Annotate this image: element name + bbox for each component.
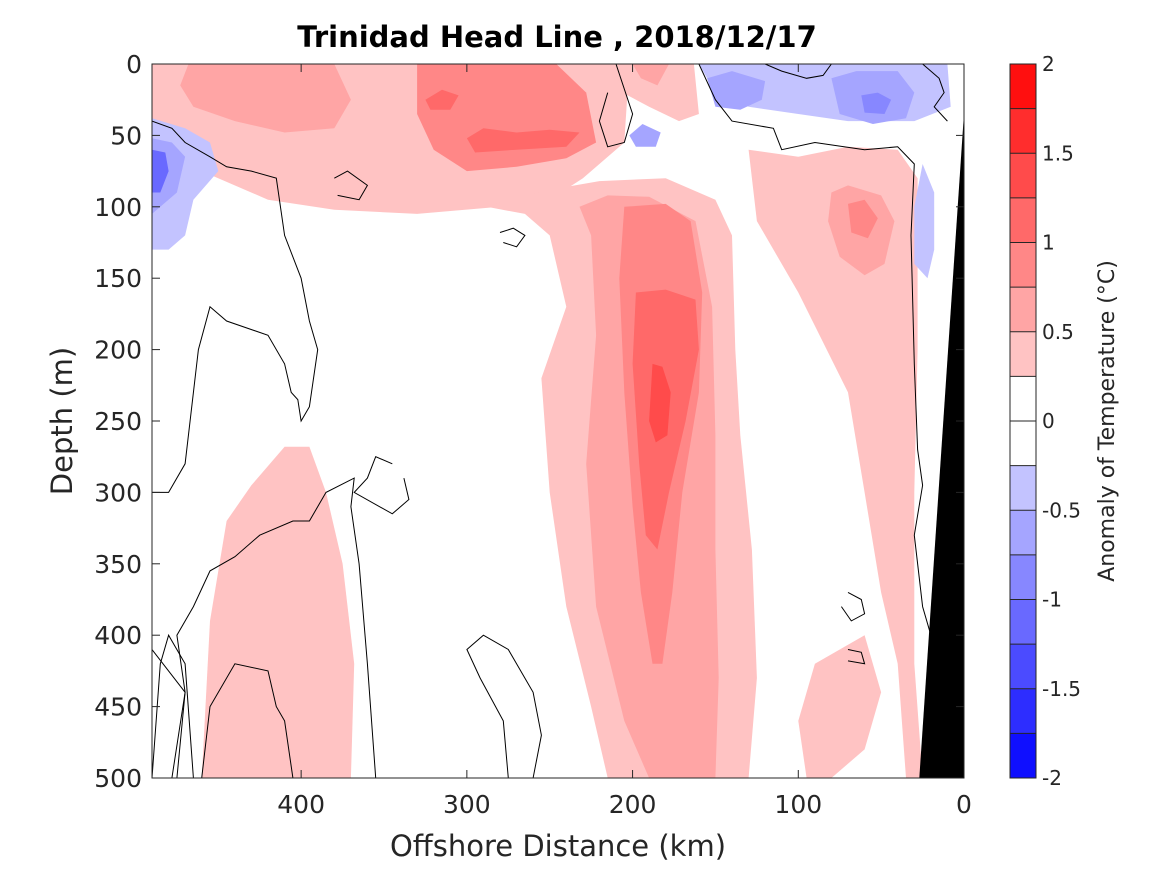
zero-contours bbox=[152, 64, 948, 778]
x-tick-label: 0 bbox=[956, 790, 972, 819]
zero-contour-8 bbox=[499, 227, 526, 248]
y-tick-label: 100 bbox=[94, 193, 142, 222]
colorbar-swatch bbox=[1010, 331, 1036, 377]
x-axis-label: Offshore Distance (km) bbox=[390, 829, 726, 863]
colorbar-swatch bbox=[1010, 733, 1036, 778]
x-tick-label: 300 bbox=[443, 790, 491, 819]
anomaly-fields bbox=[152, 64, 951, 778]
y-tick-label: 150 bbox=[94, 264, 142, 293]
colorbar-ticks: 2 1.5 1 0.5 0 -0.5 -1 -1.5 -2 bbox=[1010, 52, 1081, 790]
colorbar-swatch bbox=[1010, 197, 1036, 243]
colorbar-label: Anomaly of Temperature (°C) bbox=[1095, 260, 1120, 582]
anomaly-region-1 bbox=[180, 64, 351, 133]
anomaly-region-5 bbox=[612, 64, 699, 122]
x-axis: 400 300 200 100 0 bbox=[277, 64, 972, 819]
colorbar-swatch bbox=[1010, 421, 1036, 466]
zero-contour-7 bbox=[334, 170, 369, 201]
colorbar-swatch bbox=[1010, 554, 1036, 600]
y-axis: 0 50 100 150 200 250 300 350 400 450 500 bbox=[94, 50, 964, 793]
anomaly-region-16 bbox=[848, 199, 878, 239]
anomaly-region-6 bbox=[632, 64, 669, 86]
anomaly-region-2 bbox=[417, 64, 597, 172]
anomaly-region-21 bbox=[707, 71, 766, 110]
colorbar-swatch bbox=[1010, 108, 1036, 154]
colorbar: 2 1.5 1 0.5 0 -0.5 -1 -1.5 -2 bbox=[1009, 52, 1081, 790]
x-tick-label: 100 bbox=[774, 790, 822, 819]
zero-contour-10 bbox=[698, 64, 932, 778]
zero-contour-9 bbox=[598, 64, 634, 148]
zero-contour-11 bbox=[840, 591, 866, 622]
anomaly-region-11 bbox=[649, 363, 671, 443]
colorbar-swatch bbox=[1010, 510, 1036, 555]
zero-contour-3 bbox=[171, 477, 377, 778]
colorbar-tick-label: -1.5 bbox=[1042, 677, 1081, 701]
y-tick-label: 300 bbox=[94, 478, 142, 507]
zero-contour-14 bbox=[922, 64, 948, 122]
zero-contour-6 bbox=[466, 634, 542, 778]
zero-contour-12 bbox=[847, 649, 866, 665]
anomaly-region-19 bbox=[152, 149, 169, 193]
plot-area: 400 300 200 100 0 0 50 100 150 200 250 300 350 400 45… bbox=[94, 50, 972, 819]
anomaly-region-23 bbox=[861, 92, 892, 114]
colorbar-swatch bbox=[1010, 376, 1036, 421]
colorbar-tick-label: -1 bbox=[1042, 588, 1062, 612]
anomaly-region-24 bbox=[629, 124, 661, 147]
y-tick-label: 500 bbox=[94, 764, 142, 793]
colorbar-swatch bbox=[1010, 688, 1036, 734]
x-tick-label: 200 bbox=[609, 790, 657, 819]
y-tick-label: 50 bbox=[110, 121, 142, 150]
anomaly-region-25 bbox=[914, 164, 935, 279]
y-tick-label: 250 bbox=[94, 407, 142, 436]
zero-contour-5 bbox=[353, 456, 410, 515]
zero-contour-0 bbox=[152, 120, 319, 493]
colorbar-tick-label: -2 bbox=[1042, 766, 1062, 790]
colorbar-swatches bbox=[1010, 64, 1036, 778]
y-tick-label: 200 bbox=[94, 336, 142, 365]
chart-title: Trinidad Head Line , 2018/12/17 bbox=[297, 20, 817, 54]
anomaly-region-3 bbox=[466, 128, 580, 153]
colorbar-tick-label: 1 bbox=[1042, 231, 1055, 255]
y-tick-label: 350 bbox=[94, 550, 142, 579]
colorbar-swatch bbox=[1010, 153, 1036, 198]
anomaly-region-4 bbox=[425, 89, 459, 110]
zero-contour-13 bbox=[764, 64, 832, 79]
colorbar-swatch bbox=[1010, 64, 1036, 109]
colorbar-swatch bbox=[1010, 465, 1036, 511]
colorbar-swatch bbox=[1010, 242, 1036, 288]
colorbar-tick-label: 2 bbox=[1042, 52, 1055, 76]
colorbar-tick-label: 0.5 bbox=[1042, 320, 1074, 344]
anomaly-region-13 bbox=[748, 146, 923, 778]
colorbar-swatch bbox=[1010, 287, 1036, 332]
y-axis-label: Depth (m) bbox=[45, 347, 79, 495]
colorbar-tick-label: -0.5 bbox=[1042, 498, 1081, 522]
colorbar-swatch bbox=[1010, 599, 1036, 645]
land-mask bbox=[919, 113, 964, 778]
zero-contour-4 bbox=[201, 663, 294, 778]
colorbar-swatch bbox=[1010, 644, 1036, 689]
y-tick-label: 450 bbox=[94, 693, 142, 722]
zero-contour-2 bbox=[152, 633, 194, 778]
colorbar-tick-label: 1.5 bbox=[1042, 141, 1074, 165]
land-polygon bbox=[919, 113, 964, 778]
x-tick-label: 400 bbox=[277, 790, 325, 819]
y-tick-label: 0 bbox=[126, 50, 142, 79]
colorbar-tick-label: 0 bbox=[1042, 409, 1055, 433]
y-tick-label: 400 bbox=[94, 621, 142, 650]
anomaly-region-12 bbox=[201, 446, 355, 778]
anomaly-region-14 bbox=[798, 635, 882, 778]
